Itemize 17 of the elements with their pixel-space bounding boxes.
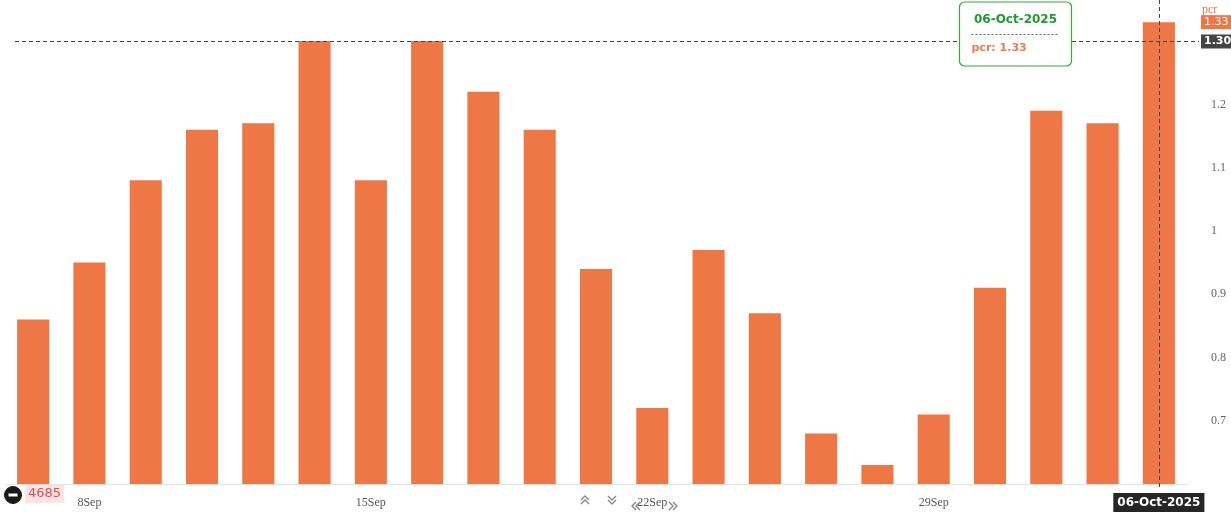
annotation: 06-Oct-2025	[973, 12, 1058, 27]
x-tick-label: 06-Oct-2025	[1117, 495, 1201, 510]
y-tick-label: 0.8	[1211, 349, 1226, 364]
y-tick-label: 1.2	[1211, 96, 1226, 111]
y-tick-label: 0.7	[1211, 412, 1226, 427]
x-tick-label: 29Sep	[918, 495, 949, 510]
x-tick-label: 22Sep	[637, 495, 668, 510]
annotation: pcr: 1.33	[971, 40, 1027, 54]
x-tick-label: 8Sep	[77, 495, 102, 510]
text: 4685	[28, 485, 62, 501]
text: pcr	[1202, 2, 1218, 17]
y-tick-label: 1.1	[1211, 159, 1226, 174]
y-tick-label: 1	[1211, 223, 1217, 238]
ref-line-label: 1.30	[1204, 34, 1231, 48]
text: 1.33	[1204, 15, 1229, 28]
x-tick-label: 15Sep	[355, 495, 386, 510]
y-tick-label: 0.9	[1211, 286, 1226, 301]
